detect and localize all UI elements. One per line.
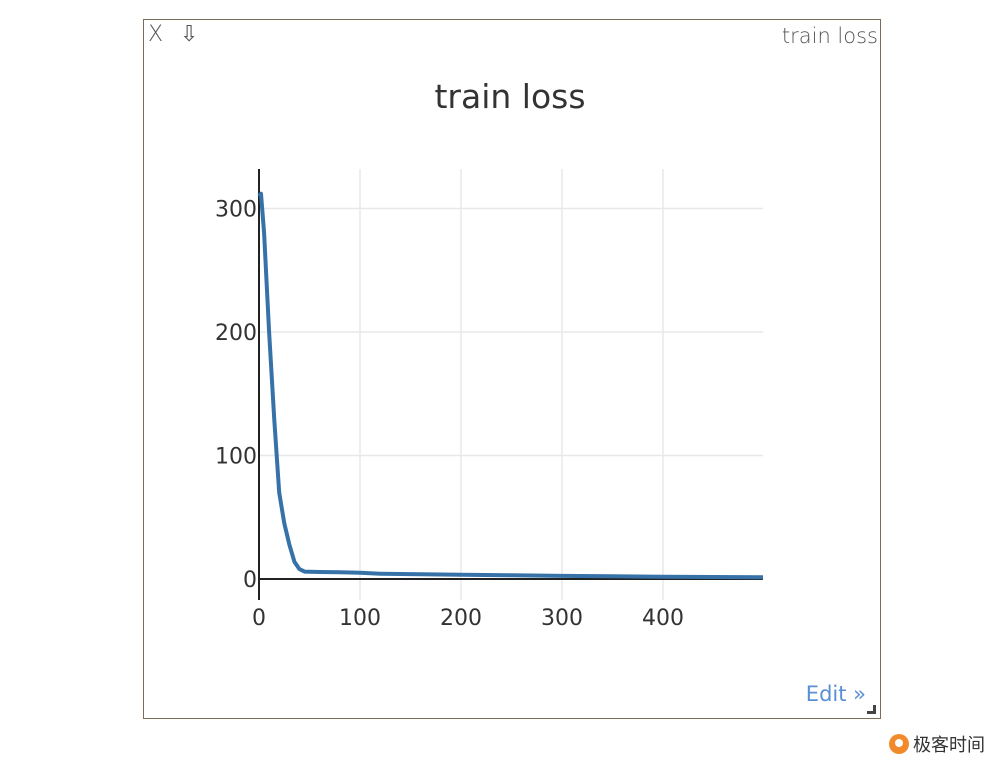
y-tick-label: 100 xyxy=(215,445,257,470)
grid-layer xyxy=(259,169,763,600)
series-layer xyxy=(257,191,764,580)
pane-title: train loss xyxy=(781,24,878,48)
tick-layer: 0 100 200 300 400 0 100 200 300 xyxy=(215,198,684,631)
x-tick-label: 0 xyxy=(252,606,266,631)
y-tick-label: 200 xyxy=(215,321,257,346)
y-tick-label: 300 xyxy=(215,198,257,223)
watermark-text: 极客时间 xyxy=(913,735,985,756)
resize-handle[interactable] xyxy=(867,705,876,714)
edit-link[interactable]: Edit » xyxy=(805,682,866,706)
loss-series-line xyxy=(257,191,764,580)
x-tick-label: 200 xyxy=(440,606,482,631)
geektime-logo-icon xyxy=(889,734,909,754)
watermark: 极客时间 xyxy=(889,731,985,757)
axis-layer xyxy=(258,169,763,600)
x-tick-label: 100 xyxy=(339,606,381,631)
loss-chart: train loss 0 100 200 300 400 0 100 200 300 xyxy=(215,77,764,631)
y-tick-label: 0 xyxy=(243,568,257,593)
download-icon[interactable]: ⇩ xyxy=(180,22,199,47)
close-icon[interactable]: X xyxy=(148,22,164,47)
visdom-pane: X ⇩ train loss train loss 0 100 200 300 400 0… xyxy=(143,19,881,719)
x-tick-label: 300 xyxy=(541,606,583,631)
x-tick-label: 400 xyxy=(642,606,684,631)
chart-title: train loss xyxy=(434,77,585,116)
